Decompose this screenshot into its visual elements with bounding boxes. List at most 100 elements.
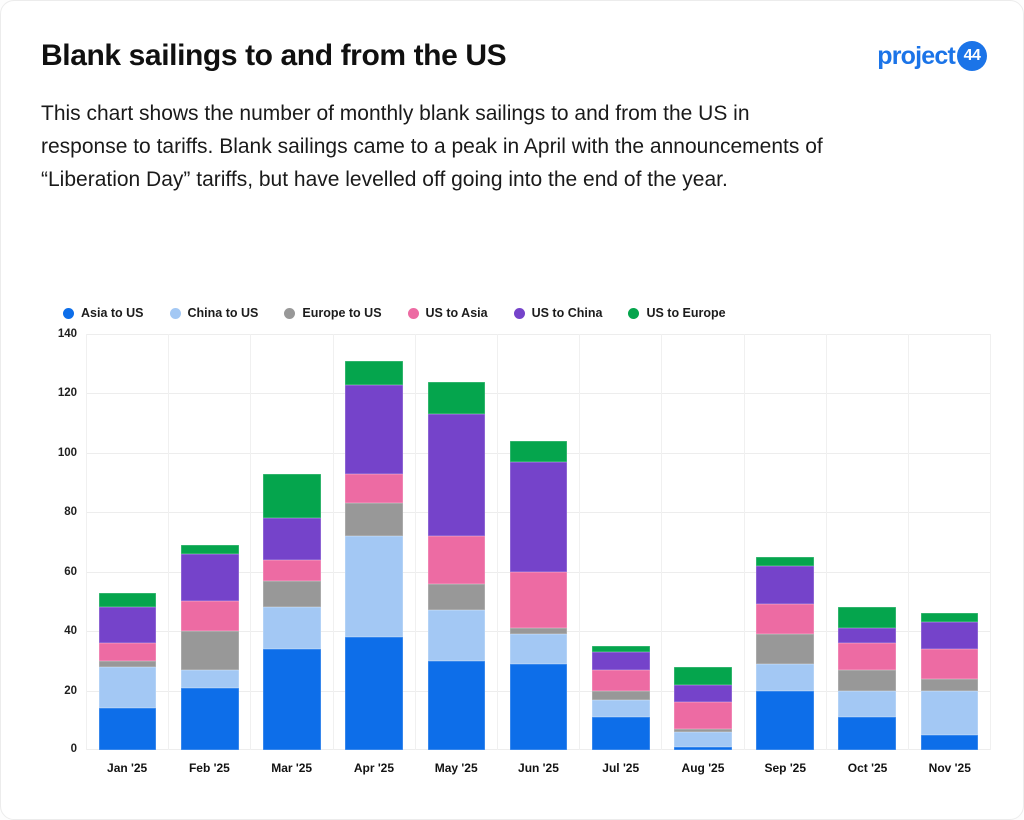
bar-segment-us-to-china-jan-25 [98, 607, 157, 644]
bar-segment-asia-to-us-apr-25 [345, 637, 403, 750]
y-axis-tick-140: 140 [57, 328, 77, 340]
bar-segment-us-to-china-oct-25 [838, 628, 897, 644]
legend-item-us-to-asia: US to Asia [407, 306, 488, 320]
x-axis-label-may-25: May '25 [434, 761, 478, 775]
bar-segment-us-to-asia-aug-25 [674, 702, 732, 730]
bar-segment-asia-to-us-nov-25 [920, 735, 979, 750]
bar-stack-jan-25 [98, 592, 157, 750]
bar-segment-us-to-europe-jan-25 [98, 592, 157, 608]
legend-label: Europe to US [302, 306, 382, 320]
bar-segment-china-to-us-jan-25 [98, 666, 157, 709]
bar-segment-us-to-asia-nov-25 [920, 649, 979, 679]
x-axis-label-jul-25: Jul '25 [602, 761, 640, 775]
x-axis-label-jun-25: Jun '25 [518, 761, 559, 775]
bar-stack-jun-25 [509, 441, 568, 750]
bar-segment-europe-to-us-oct-25 [838, 669, 897, 691]
bar-segment-us-to-china-feb-25 [180, 553, 239, 602]
bar-segment-europe-to-us-jul-25 [591, 690, 650, 700]
bar-segment-europe-to-us-apr-25 [345, 503, 403, 537]
legend-item-europe-to-us: Europe to US [284, 306, 382, 320]
plot-column-apr-25 [334, 334, 416, 750]
bar-segment-us-to-europe-may-25 [427, 381, 486, 415]
plot-column-mar-25 [251, 334, 334, 750]
bar-segment-europe-to-us-nov-25 [920, 678, 979, 691]
legend-dot-icon [169, 307, 181, 319]
bar-segment-us-to-asia-jun-25 [509, 571, 568, 629]
bar-segment-us-to-asia-oct-25 [838, 643, 897, 670]
gridline-y-120 [86, 393, 991, 394]
x-axis-label-feb-25: Feb '25 [188, 761, 230, 775]
bar-stack-jul-25 [591, 646, 650, 750]
bar-stack-feb-25 [180, 545, 239, 750]
bar-segment-china-to-us-feb-25 [180, 669, 239, 688]
bar-segment-us-to-europe-aug-25 [674, 666, 732, 685]
plot-column-jan-25 [86, 334, 170, 750]
legend-item-us-to-china: US to China [513, 306, 602, 320]
bar-segment-us-to-asia-sep-25 [756, 604, 814, 635]
bar-segment-asia-to-us-mar-25 [263, 648, 321, 750]
x-axis-label-nov-25: Nov '25 [928, 761, 971, 775]
bar-segment-china-to-us-jun-25 [509, 634, 568, 664]
bar-segment-us-to-china-jul-25 [591, 651, 650, 670]
bar-stack-oct-25 [838, 607, 897, 750]
y-axis-tick-40: 40 [64, 625, 77, 637]
bar-segment-us-to-europe-apr-25 [345, 360, 403, 385]
x-axis-label-aug-25: Aug '25 [681, 761, 725, 775]
plot-column-feb-25 [169, 334, 252, 750]
bar-segment-us-to-europe-sep-25 [756, 556, 814, 566]
bar-segment-us-to-asia-mar-25 [263, 559, 321, 581]
plot-area: 0 20 40 60 80 100 120 140 [58, 328, 992, 755]
x-axis-label-oct-25: Oct '25 [847, 761, 888, 775]
bar-segment-china-to-us-oct-25 [838, 690, 897, 718]
bar-stack-mar-25 [263, 473, 321, 750]
bar-segment-europe-to-us-mar-25 [263, 580, 321, 608]
legend-label: Asia to US [81, 306, 144, 320]
bar-segment-europe-to-us-jan-25 [98, 660, 157, 667]
bar-segment-us-to-europe-nov-25 [920, 613, 979, 623]
bar-segment-us-to-europe-mar-25 [263, 473, 321, 519]
legend-label: US to Europe [646, 306, 726, 320]
bar-segment-us-to-china-apr-25 [345, 384, 403, 474]
bar-segment-asia-to-us-sep-25 [756, 690, 814, 750]
bar-segment-asia-to-us-aug-25 [674, 747, 732, 750]
legend-label: China to US [187, 306, 259, 320]
plot-column-may-25 [416, 334, 498, 750]
legend-label: US to Asia [425, 306, 488, 320]
chart-legend: Asia to US China to US Europe to US US to A… [63, 305, 991, 321]
bar-stack-may-25 [427, 381, 486, 750]
legend-item-asia-to-us: Asia to US [63, 306, 144, 320]
bar-segment-us-to-china-jun-25 [509, 461, 568, 572]
bar-segment-us-to-china-sep-25 [756, 565, 814, 605]
bar-segment-europe-to-us-feb-25 [180, 631, 239, 670]
bar-segment-asia-to-us-jan-25 [98, 708, 157, 750]
legend-item-china-to-us: China to US [169, 306, 259, 320]
y-axis-tick-20: 20 [64, 685, 77, 697]
legend-dot-icon [628, 307, 640, 319]
bar-segment-china-to-us-jul-25 [591, 699, 650, 718]
bar-segment-europe-to-us-may-25 [427, 583, 486, 611]
gridline-y-140 [86, 334, 991, 335]
bar-segment-asia-to-us-jun-25 [509, 663, 568, 750]
bar-segment-us-to-europe-oct-25 [838, 607, 897, 629]
y-axis-tick-100: 100 [57, 447, 77, 459]
bar-segment-us-to-china-mar-25 [263, 518, 321, 560]
legend-dot-icon [284, 307, 296, 319]
plot-column-jun-25 [498, 334, 581, 750]
y-axis-tick-0: 0 [70, 743, 77, 755]
bar-segment-us-to-asia-feb-25 [180, 601, 239, 632]
bar-segment-us-to-china-may-25 [427, 414, 486, 537]
bar-segment-asia-to-us-may-25 [427, 660, 486, 750]
bar-segment-europe-to-us-jun-25 [509, 628, 568, 635]
bar-segment-china-to-us-sep-25 [756, 663, 814, 691]
bar-columns [86, 334, 992, 750]
legend-dot-icon [513, 307, 525, 319]
bar-segment-china-to-us-aug-25 [674, 732, 732, 748]
bar-stack-nov-25 [920, 613, 979, 750]
bar-segment-china-to-us-apr-25 [345, 536, 403, 638]
card-header: Blank sailings to and from the US projec… [1, 1, 1023, 73]
plot-column-sep-25 [745, 334, 827, 750]
legend-item-us-to-europe: US to Europe [628, 306, 726, 320]
x-axis-label-apr-25: Apr '25 [353, 761, 395, 775]
y-axis-tick-60: 60 [64, 566, 77, 578]
